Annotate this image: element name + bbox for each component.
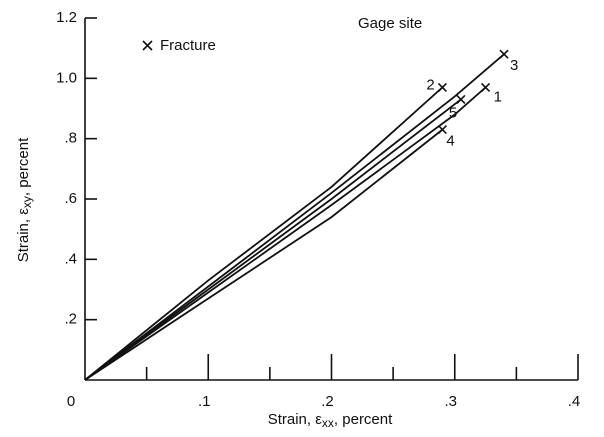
fracture-marker <box>437 82 447 92</box>
x-tick-label: .2 <box>321 393 334 410</box>
x-label-part: , percent <box>334 411 393 428</box>
y-tick-label: .8 <box>64 130 77 147</box>
series-label: 1 <box>494 88 502 105</box>
x-tick-label: 0 <box>67 393 75 410</box>
y-axis-label: Strain, εxy, percent <box>15 137 34 262</box>
annotation: Gage site <box>358 15 422 32</box>
fracture-marker <box>480 82 491 92</box>
x-tick-label: .1 <box>198 393 211 410</box>
x-label-sub: xx <box>322 416 334 430</box>
series-line <box>84 53 505 381</box>
y-tick-label: .6 <box>64 190 77 207</box>
series-line <box>84 86 444 381</box>
y-label-part: Strain, ε <box>15 208 32 263</box>
series-label: 4 <box>446 133 454 150</box>
y-tick-label: .4 <box>64 250 77 267</box>
y-tick-label: 1.2 <box>56 9 77 26</box>
fracture-marker <box>499 49 509 59</box>
x-tick-label: .3 <box>444 393 457 410</box>
x-axis-label: Strain, εxx, percent <box>268 411 393 430</box>
series-label: 5 <box>449 104 457 121</box>
series-label: 3 <box>510 57 518 74</box>
y-label-sub: xy <box>20 196 34 208</box>
x-tick-label: .4 <box>568 393 581 410</box>
legend-marker <box>142 40 153 51</box>
series-label: 2 <box>426 76 434 93</box>
series-line <box>84 98 462 381</box>
series-line <box>84 128 443 381</box>
y-tick-label: .2 <box>64 311 77 328</box>
y-tick-label: 1.0 <box>56 69 77 86</box>
y-label-part: , percent <box>15 137 32 196</box>
legend-text: Fracture <box>160 37 216 54</box>
series-line <box>84 86 487 381</box>
fracture-marker <box>437 125 447 135</box>
fracture-marker <box>456 94 466 105</box>
x-label-part: Strain, ε <box>268 411 323 428</box>
